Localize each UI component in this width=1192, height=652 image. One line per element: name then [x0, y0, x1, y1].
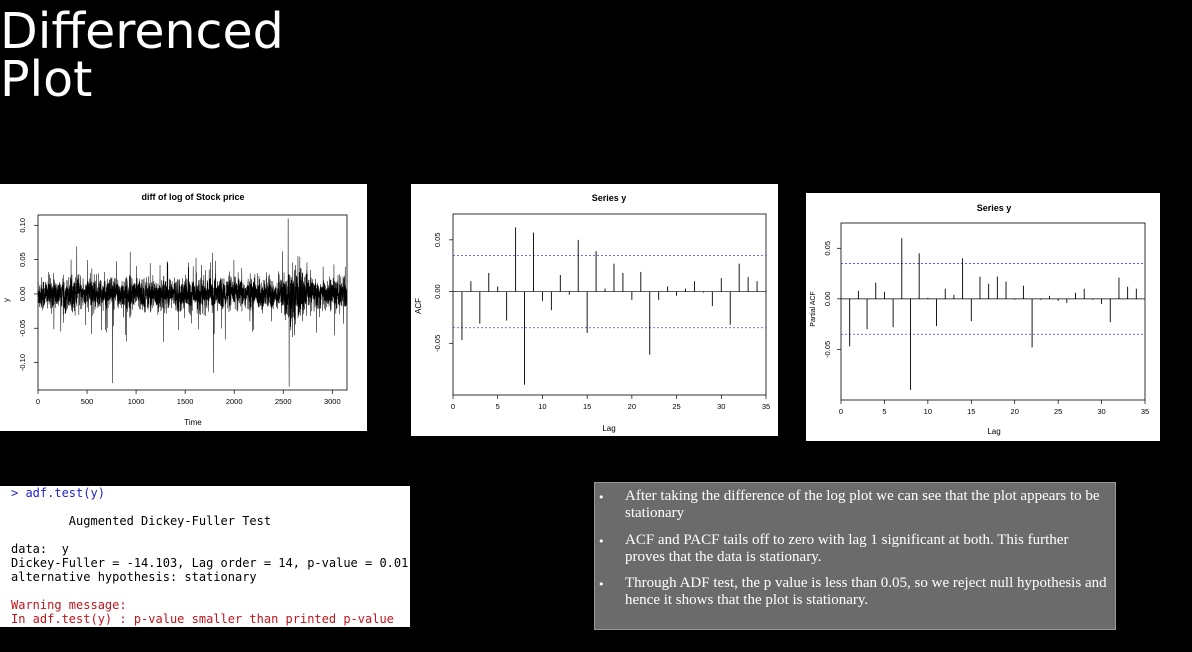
x-tick-label: 15: [583, 402, 591, 411]
y-tick-label: 0.00: [433, 284, 442, 299]
chart-title: Series y: [977, 203, 1012, 213]
y-axis-label: ACF: [414, 298, 423, 314]
slide-title: Differenced Plot: [0, 3, 284, 108]
y-axis-label: Partial ACF: [810, 291, 817, 326]
y-tick-label: 0.10: [18, 218, 27, 233]
y-tick-label: 0.00: [823, 292, 832, 307]
x-tick-label: 0: [36, 397, 40, 406]
y-axis-label: y: [2, 298, 11, 302]
x-tick-label: 500: [81, 397, 94, 406]
console-alt-line: alternative hypothesis: stationary: [11, 570, 257, 584]
x-axis-label: Lag: [987, 427, 1000, 436]
chart-title: Series y: [592, 193, 627, 203]
pacf-chart-panel: Series y Lag Partial ACF 0 5 10 15 20 25 30 35 -…: [806, 193, 1160, 441]
slide-title-line1: Differenced: [0, 3, 284, 60]
x-tick-label: 25: [1054, 407, 1062, 416]
x-tick-label: 5: [882, 407, 886, 416]
console-stat-line: Dickey-Fuller = -14.103, Lag order = 14,…: [11, 556, 409, 570]
bullet-icon: •: [598, 578, 605, 591]
note-text: Through ADF test, the p value is less th…: [625, 575, 1107, 608]
x-tick-label: 2500: [275, 397, 292, 406]
x-tick-label: 0: [451, 402, 455, 411]
plot-frame: [37, 214, 348, 391]
x-tick-label: 10: [924, 407, 932, 416]
timeseries-chart-panel: diff of log of Stock price Time y 0 500 10…: [0, 184, 367, 431]
x-tick-label: 20: [1011, 407, 1019, 416]
x-tick-label: 35: [1141, 407, 1149, 416]
y-tick-label: -0.10: [18, 354, 27, 371]
plot-frame: [840, 222, 1146, 401]
y-tick-label: 0.05: [433, 233, 442, 248]
console-warning-title: Warning message:: [11, 598, 127, 612]
x-axis-label: Lag: [602, 424, 615, 433]
pacf-chart: Series y Lag Partial ACF 0 5 10 15 20 25 30 35 -…: [810, 203, 1149, 436]
x-tick-label: 25: [672, 402, 680, 411]
acf-chart: Series y Lag ACF 0 5 10 15 20 25 30 35 -0.05 0.00…: [414, 193, 770, 433]
x-tick-label: 35: [762, 402, 770, 411]
x-tick-label: 1000: [128, 397, 145, 406]
x-tick-label: 2000: [226, 397, 243, 406]
x-tick-label: 10: [538, 402, 546, 411]
y-tick-label: -0.05: [18, 320, 27, 337]
y-tick-label: -0.05: [823, 341, 832, 358]
y-tick-label: 0.00: [18, 287, 27, 302]
x-tick-label: 0: [839, 407, 843, 416]
note-text: After taking the difference of the log p…: [625, 488, 1100, 521]
notes-box: • After taking the difference of the log…: [594, 482, 1116, 630]
x-tick-label: 5: [496, 402, 500, 411]
acf-chart-panel: Series y Lag ACF 0 5 10 15 20 25 30 35 -0.05 0.00…: [411, 184, 778, 436]
chart-title: diff of log of Stock price: [142, 192, 245, 202]
slide-title-line2: Plot: [0, 51, 93, 108]
x-axis-label: Time: [184, 418, 202, 427]
y-tick-label: 0.05: [823, 241, 832, 256]
bullet-icon: •: [598, 535, 605, 548]
x-tick-label: 20: [628, 402, 636, 411]
series-line: [37, 218, 348, 387]
x-tick-label: 15: [967, 407, 975, 416]
x-tick-label: 30: [717, 402, 725, 411]
console-command: > adf.test(y): [11, 486, 105, 500]
timeseries-chart: diff of log of Stock price Time y 0 500 10…: [2, 192, 348, 427]
y-tick-label: 0.05: [18, 252, 27, 267]
x-tick-label: 1500: [177, 397, 194, 406]
y-tick-label: -0.05: [433, 335, 442, 352]
console-warning-text: In adf.test(y) : p-value smaller than pr…: [11, 612, 394, 626]
console-data-line: data: y: [11, 542, 69, 556]
bullet-icon: •: [598, 491, 605, 504]
r-console-output: > adf.test(y) Augmented Dickey-Fuller Te…: [0, 486, 410, 627]
plot-frame: [452, 213, 767, 396]
x-tick-label: 30: [1097, 407, 1105, 416]
x-tick-label: 3000: [324, 397, 341, 406]
console-test-header: Augmented Dickey-Fuller Test: [11, 514, 272, 528]
note-text: ACF and PACF tails off to zero with lag …: [625, 532, 1069, 565]
